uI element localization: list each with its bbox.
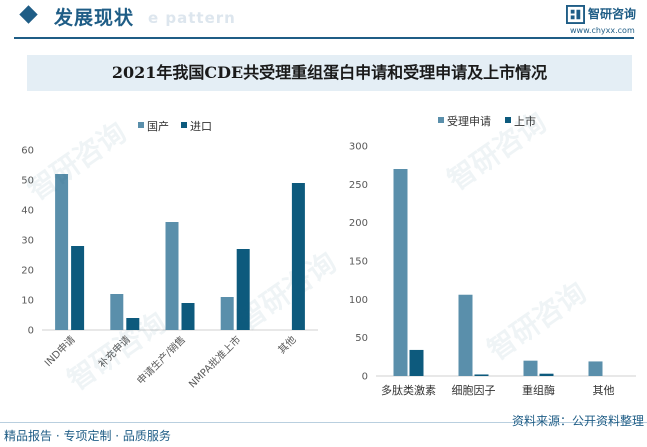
y-tick-label: 40: [21, 206, 34, 217]
brand-name: 智研咨询: [588, 7, 637, 21]
legend-label: 国产: [147, 119, 169, 133]
legend-swatch: [505, 117, 511, 123]
legend-label: 受理申请: [447, 115, 491, 128]
bar-进口-NMPA批准上市: [236, 249, 250, 330]
x-tick-label: 其他: [275, 333, 298, 356]
y-tick-label: 0: [28, 326, 34, 337]
y-tick-label: 300: [349, 142, 368, 153]
x-tick-label: 细胞因子: [452, 384, 496, 397]
bar-进口-IND申请: [71, 246, 85, 330]
section-title: 发展现状: [54, 7, 135, 29]
x-tick-label: IND申请: [42, 333, 78, 369]
chart-right: 0 50 100 150 200 250 300 多肽类激素 细胞因子 重组酶 其他 受理申请 上市: [349, 114, 636, 397]
bar-国产-NMPA批准上市: [220, 297, 234, 330]
chart-title: 2021年我国CDE共受理重组蛋白申请和受理申请及上市情况: [27, 55, 632, 91]
bar-受理申请-重组酶: [523, 360, 538, 376]
brand: 智研咨询 www.chyxx.com: [566, 5, 644, 35]
bar-受理申请-细胞因子: [458, 294, 473, 376]
y-tick-label: 200: [349, 218, 368, 229]
bar-受理申请-多肽类激素: [393, 169, 408, 376]
chart-left: 0 10 20 30 40 50 60 IND申请 补充申请 申请生产/销售 NMPA批准上市 其他 国…: [21, 119, 318, 391]
brand-logo-icon: [566, 5, 585, 24]
brand-url: www.chyxx.com: [570, 26, 635, 35]
header-watermark-text: e pattern: [148, 9, 236, 27]
legend-label: 进口: [190, 120, 212, 133]
bar-上市-重组酶: [539, 373, 554, 376]
y-tick-label: 150: [349, 257, 368, 268]
bar-上市-多肽类激素: [409, 349, 424, 376]
y-tick-label: 10: [21, 296, 34, 307]
legend-swatch: [181, 122, 187, 128]
y-tick-label: 50: [21, 176, 34, 187]
y-tick-label: 20: [21, 266, 34, 277]
y-tick-label: 250: [349, 180, 368, 191]
bar-国产-补充申请: [110, 294, 124, 330]
header: 发展现状 e pattern 智研咨询 www.chyxx.com: [0, 0, 647, 39]
y-tick-label: 100: [349, 295, 368, 306]
bar-国产-IND申请: [55, 174, 69, 330]
source-note: 资料来源：公开资料整理: [512, 414, 645, 428]
x-tick-label: 补充申请: [95, 333, 132, 370]
footer-divider: [0, 422, 647, 423]
footer-slogan: 精品报告 · 专项定制 · 品质服务: [4, 429, 171, 443]
x-tick-label: NMPA批准上市: [186, 333, 244, 391]
legend-swatch: [138, 122, 144, 128]
bar-进口-补充申请: [126, 318, 140, 330]
bar-受理申请-其他: [588, 361, 603, 376]
y-tick-label: 60: [21, 146, 34, 157]
legend-label: 上市: [514, 114, 536, 128]
bar-上市-细胞因子: [474, 374, 489, 376]
y-tick-label: 50: [355, 333, 368, 344]
bar-进口-申请生产/销售: [181, 303, 195, 330]
diamond-icon: [19, 5, 38, 24]
x-tick-label: 申请生产/销售: [134, 333, 188, 387]
legend-swatch: [438, 117, 444, 123]
x-tick-label: 重组酶: [522, 383, 555, 397]
x-tick-label: 其他: [593, 384, 615, 397]
header-divider: [14, 37, 634, 39]
y-tick-label: 0: [362, 372, 368, 383]
bar-国产-申请生产/销售: [165, 222, 179, 330]
footer: 精品报告 · 专项定制 · 品质服务 资料来源：公开资料整理: [0, 414, 647, 447]
x-tick-label: 多肽类激素: [381, 383, 436, 397]
bar-进口-其他: [291, 183, 305, 330]
y-tick-label: 30: [21, 236, 34, 247]
